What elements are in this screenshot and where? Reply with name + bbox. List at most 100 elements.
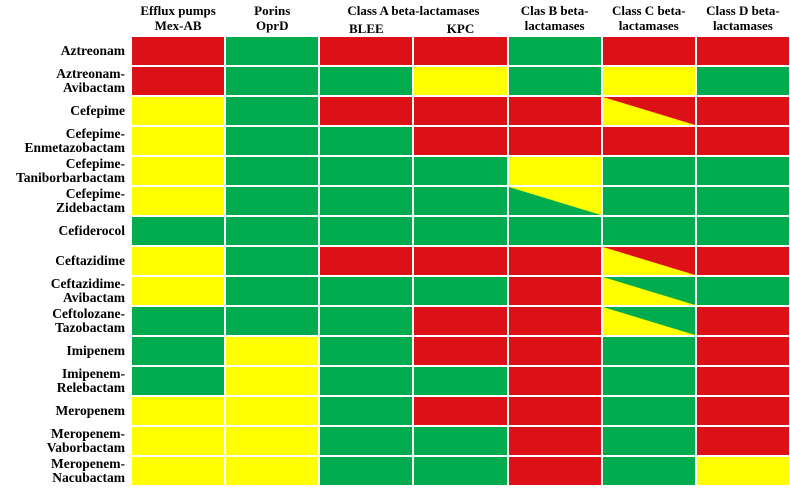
heatmap-cell xyxy=(601,156,696,186)
row-label: Imipenem xyxy=(66,343,126,358)
column-header-line: lactamases xyxy=(524,18,585,33)
heatmap-cell xyxy=(131,366,226,396)
table-row: Meropenem-Vaborbactam xyxy=(0,426,790,456)
heatmap-cell xyxy=(601,336,696,366)
heatmap-cell xyxy=(131,66,226,96)
heatmap-cell xyxy=(319,336,414,366)
heatmap-cell xyxy=(225,306,320,336)
heatmap-cell xyxy=(225,156,320,186)
heatmap-cell xyxy=(131,456,226,486)
heatmap-cell xyxy=(131,36,226,66)
heatmap-cell xyxy=(601,456,696,486)
heatmap-cell xyxy=(695,366,790,396)
heatmap-cell xyxy=(131,186,226,216)
heatmap-cell xyxy=(413,36,508,66)
heatmap-cell xyxy=(507,126,602,156)
heatmap-cell xyxy=(413,366,508,396)
heatmap-cell xyxy=(695,336,790,366)
heatmap-cell xyxy=(225,36,320,66)
heatmap-cell xyxy=(413,216,508,246)
heatmap-cell xyxy=(695,246,790,276)
heatmap-cell xyxy=(131,246,226,276)
heatmap-cell xyxy=(695,456,790,486)
heatmap-cell xyxy=(507,246,602,276)
heatmap-cell xyxy=(319,66,414,96)
heatmap-cell xyxy=(413,426,508,456)
heatmap-cell xyxy=(319,426,414,456)
heatmap-cell xyxy=(695,396,790,426)
heatmap-cell xyxy=(413,306,508,336)
heatmap-cell xyxy=(695,66,790,96)
row-label: Aztreonam-Avibactam xyxy=(56,66,125,95)
heatmap-rows: Aztreonam Aztreonam-Avibactam Cefepime Cefe… xyxy=(0,36,790,486)
column-header-line: Mex-AB xyxy=(154,18,202,33)
heatmap-cell xyxy=(601,126,696,156)
heatmap-cell xyxy=(413,456,508,486)
table-row: Ceftazidime xyxy=(0,246,790,276)
heatmap-cell xyxy=(507,186,602,216)
table-row: Imipenem xyxy=(0,336,790,366)
heatmap-cell xyxy=(131,156,226,186)
column-header-line: Class A beta-lactamases xyxy=(347,3,480,18)
heatmap-cell xyxy=(319,126,414,156)
column-header-porins: Porins OprD xyxy=(225,0,319,36)
heatmap-cell xyxy=(507,156,602,186)
heatmap-cell xyxy=(225,366,320,396)
heatmap-cell xyxy=(413,396,508,426)
class-a-subheaders: BLEE KPC xyxy=(319,21,507,36)
heatmap-cell xyxy=(319,96,414,126)
heatmap-cell xyxy=(319,246,414,276)
table-row: Cefepime xyxy=(0,96,790,126)
heatmap-cell xyxy=(225,186,320,216)
heatmap-cell xyxy=(695,306,790,336)
heatmap-cell xyxy=(413,186,508,216)
heatmap-cell xyxy=(225,66,320,96)
heatmap-cell xyxy=(319,216,414,246)
heatmap-cell xyxy=(507,426,602,456)
column-header-line: Porins xyxy=(254,3,291,18)
heatmap-cell xyxy=(695,186,790,216)
heatmap-cell xyxy=(131,96,226,126)
heatmap-cell xyxy=(695,156,790,186)
table-row: Aztreonam-Avibactam xyxy=(0,66,790,96)
heatmap-cell xyxy=(413,246,508,276)
table-row: Aztreonam xyxy=(0,36,790,66)
heatmap-cell xyxy=(601,276,696,306)
column-header-line: lactamases xyxy=(712,18,773,33)
heatmap-cell xyxy=(319,456,414,486)
column-header-line: Clas B beta- xyxy=(520,3,589,18)
heatmap-cell xyxy=(695,126,790,156)
heatmap-cell xyxy=(601,216,696,246)
heatmap-cell xyxy=(319,306,414,336)
heatmap-cell xyxy=(695,276,790,306)
heatmap-cell xyxy=(601,36,696,66)
heatmap-cell xyxy=(131,126,226,156)
heatmap-cell xyxy=(601,396,696,426)
row-label: Cefepime-Enmetazobactam xyxy=(24,126,125,155)
row-label: Ceftazidime-Avibactam xyxy=(50,276,125,305)
heatmap-cell xyxy=(601,426,696,456)
heatmap-cell xyxy=(601,366,696,396)
heatmap-cell xyxy=(601,246,696,276)
heatmap-cell xyxy=(225,96,320,126)
column-header-class-d: Class D beta- lactamases xyxy=(696,0,790,36)
row-label: Cefepime xyxy=(70,103,125,118)
heatmap-cell xyxy=(225,456,320,486)
row-label: Cefepime-Zidebactam xyxy=(56,186,125,215)
heatmap-cell xyxy=(507,66,602,96)
heatmap-cell xyxy=(225,336,320,366)
heatmap-cell xyxy=(601,96,696,126)
heatmap-cell xyxy=(413,336,508,366)
heatmap-cell xyxy=(695,216,790,246)
column-header-class-c: Class C beta- lactamases xyxy=(602,0,696,36)
row-label: Cefiderocol xyxy=(58,223,125,238)
row-label: Ceftazidime xyxy=(55,253,125,268)
column-header-line: OprD xyxy=(255,18,289,33)
heatmap-cell xyxy=(131,306,226,336)
heatmap-cell xyxy=(413,96,508,126)
heatmap-cell xyxy=(225,126,320,156)
column-header-kpc: KPC xyxy=(446,21,475,36)
heatmap-cell xyxy=(225,216,320,246)
row-label: Imipenem-Relebactam xyxy=(56,366,125,395)
